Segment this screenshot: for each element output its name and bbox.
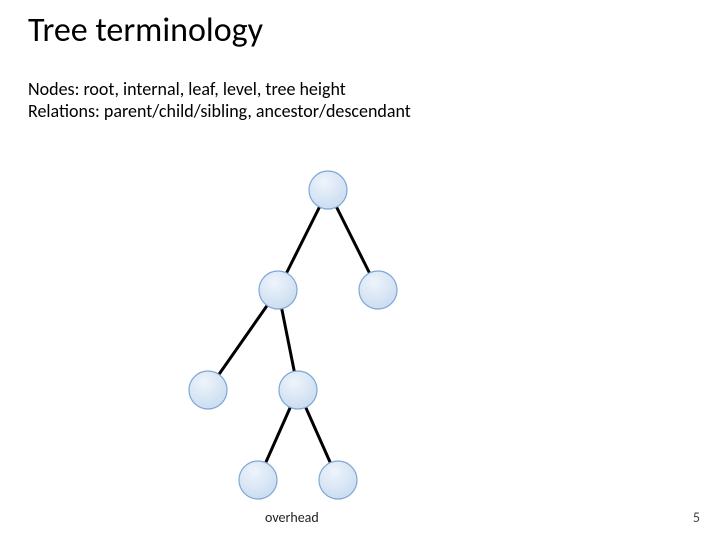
page-number: 5 — [693, 509, 700, 526]
tree-node — [359, 271, 397, 309]
tree-svg — [170, 150, 530, 510]
tree-diagram — [170, 150, 530, 510]
page-title: Tree terminology — [28, 10, 263, 51]
tree-node — [309, 171, 347, 209]
tree-node — [279, 371, 317, 409]
tree-node — [239, 461, 277, 499]
footer-label: overhead — [265, 509, 319, 526]
tree-node — [319, 461, 357, 499]
tree-node — [189, 371, 227, 409]
subtitle-relations: Relations: parent/child/sibling, ancesto… — [28, 100, 411, 122]
subtitle-nodes: Nodes: root, internal, leaf, level, tree… — [28, 78, 346, 100]
tree-node — [259, 271, 297, 309]
